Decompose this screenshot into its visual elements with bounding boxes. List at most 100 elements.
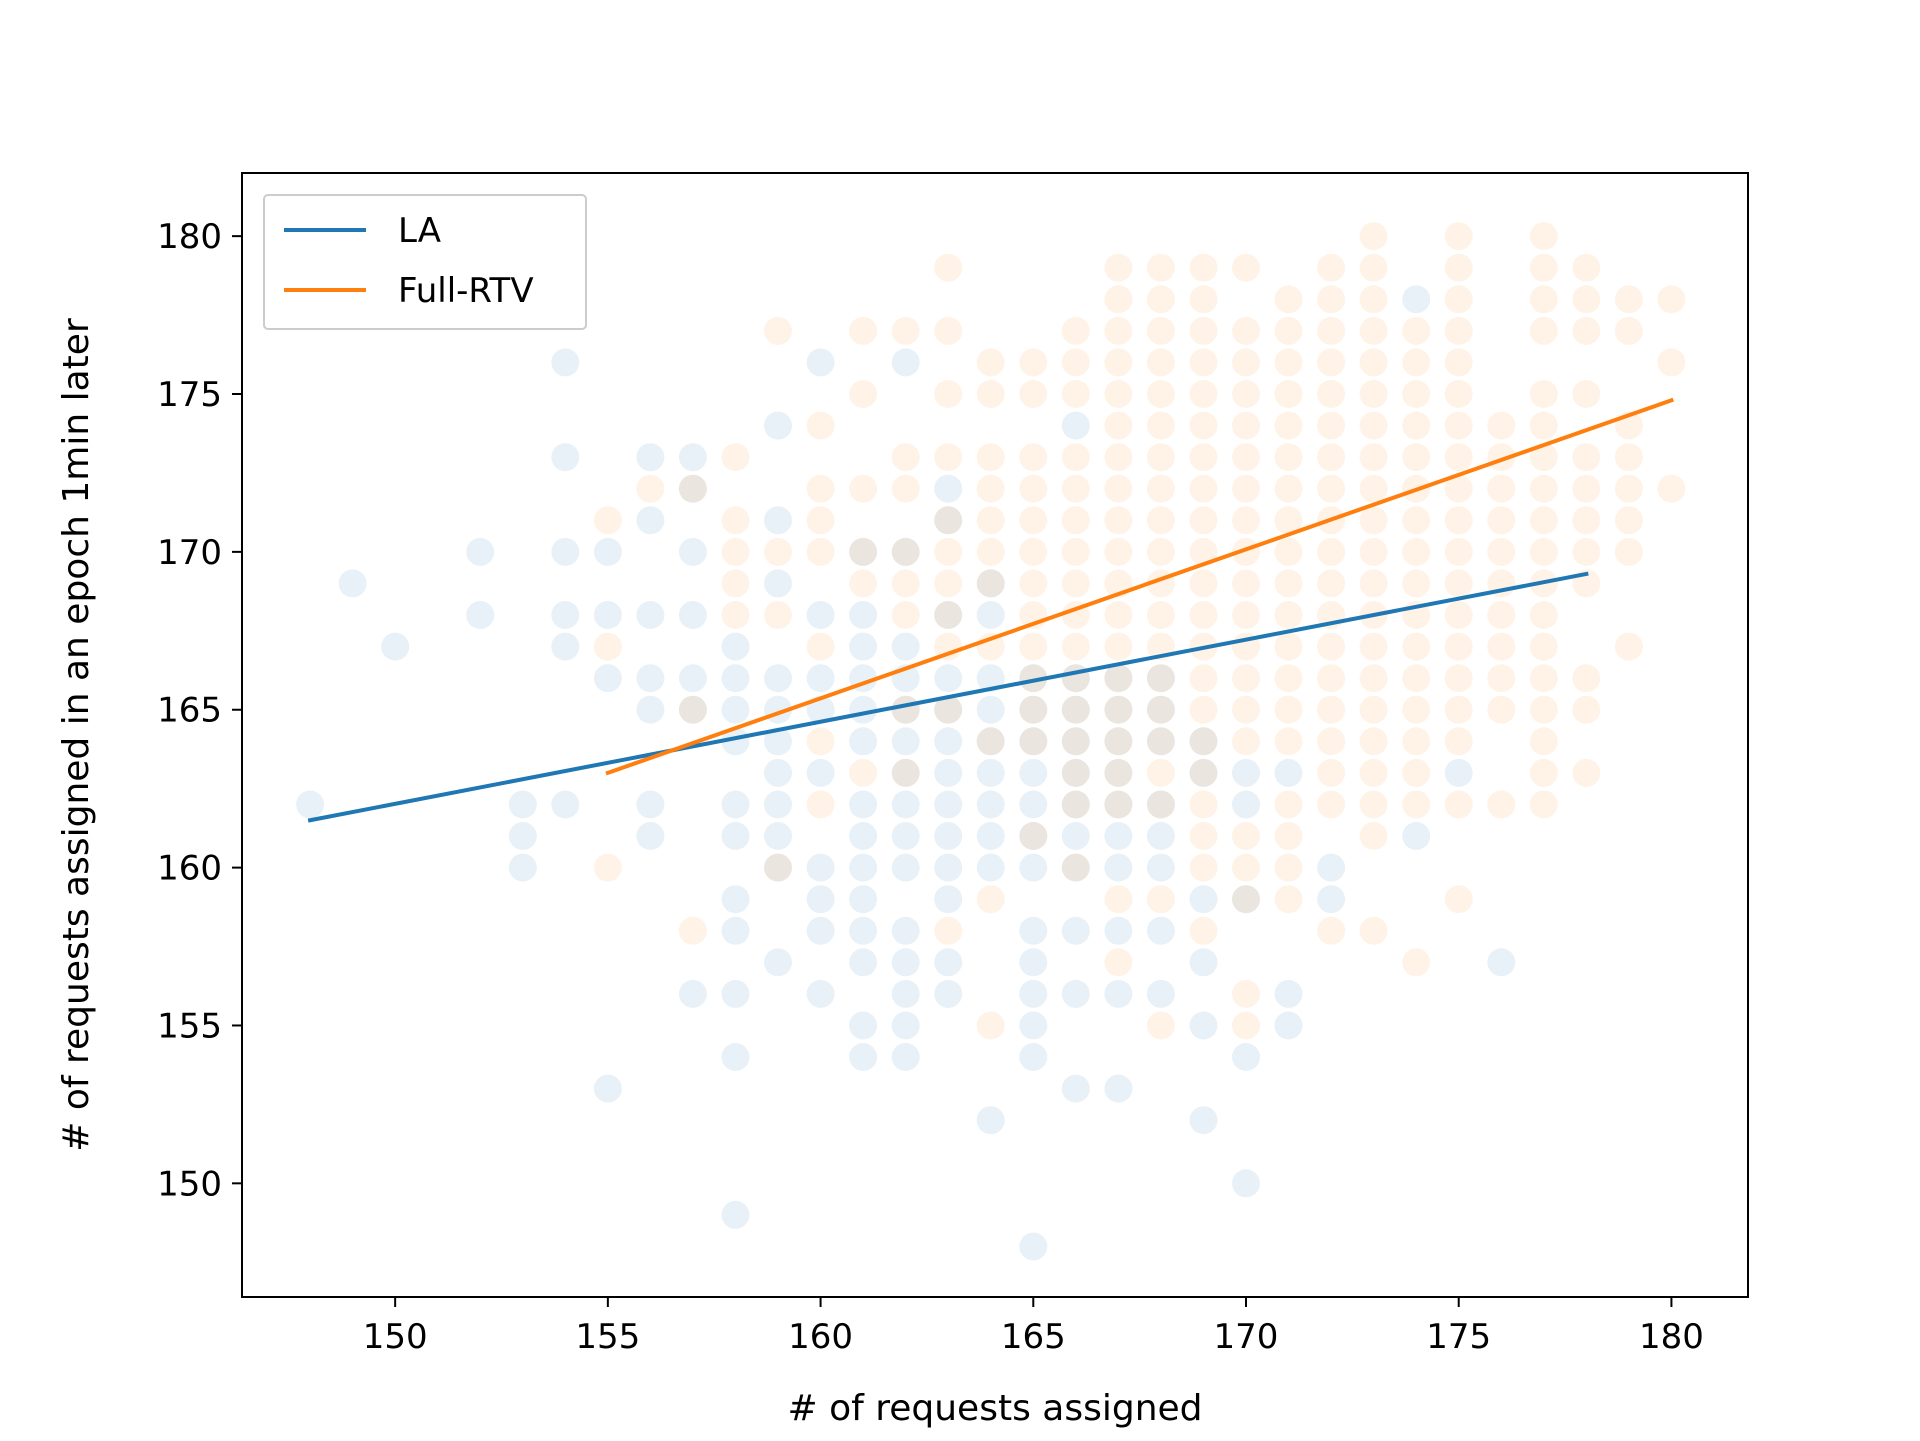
point-full-rtv (1529, 727, 1558, 756)
point-full-rtv (1146, 443, 1175, 472)
point-full-rtv (721, 601, 750, 629)
point-full-rtv (1061, 790, 1090, 819)
point-full-rtv (1061, 474, 1090, 503)
point-la (551, 443, 580, 472)
point-la (678, 474, 707, 503)
point-full-rtv (1189, 569, 1218, 598)
point-full-rtv (1061, 569, 1090, 598)
point-full-rtv (1232, 979, 1260, 1008)
point-full-rtv (1657, 285, 1686, 314)
point-full-rtv (1444, 506, 1473, 535)
point-full-rtv (1146, 285, 1175, 314)
point-full-rtv (934, 537, 963, 566)
point-full-rtv (1104, 948, 1133, 977)
point-full-rtv (1189, 316, 1218, 345)
point-la (934, 822, 963, 850)
point-full-rtv (1189, 380, 1218, 408)
point-full-rtv (1529, 632, 1558, 661)
point-full-rtv (849, 474, 878, 503)
point-la (1019, 1232, 1048, 1261)
point-full-rtv (1402, 632, 1431, 661)
point-full-rtv (1189, 790, 1218, 819)
point-full-rtv (1487, 632, 1516, 661)
point-full-rtv (849, 537, 878, 566)
point-la (1104, 727, 1133, 756)
point-la (976, 1106, 1005, 1135)
point-full-rtv (934, 380, 963, 408)
point-la (721, 916, 750, 945)
point-full-rtv (1444, 285, 1473, 314)
point-full-rtv (1529, 790, 1558, 819)
point-full-rtv (1317, 285, 1346, 314)
point-full-rtv (1402, 948, 1431, 977)
point-full-rtv (1529, 537, 1558, 566)
point-la (1402, 285, 1431, 314)
point-la (1274, 758, 1303, 787)
point-full-rtv (1402, 506, 1431, 535)
point-full-rtv (1614, 285, 1643, 314)
point-la (764, 948, 792, 977)
point-full-rtv (1529, 758, 1558, 787)
point-full-rtv (1274, 411, 1303, 440)
point-full-rtv (1274, 885, 1303, 914)
point-la (806, 664, 835, 693)
point-full-rtv (1061, 316, 1090, 345)
y-axis-label: # of requests assigned in an epoch 1min … (56, 318, 97, 1152)
point-la (891, 822, 920, 850)
point-full-rtv (1572, 537, 1601, 566)
point-full-rtv (1274, 822, 1303, 850)
point-la (891, 348, 920, 377)
point-full-rtv (849, 380, 878, 408)
point-full-rtv (1359, 790, 1388, 819)
point-full-rtv (1189, 916, 1218, 945)
point-la (636, 601, 665, 629)
point-full-rtv (976, 569, 1005, 598)
point-la (891, 916, 920, 945)
point-full-rtv (891, 601, 920, 629)
point-full-rtv (1444, 885, 1473, 914)
point-la (764, 853, 792, 882)
point-full-rtv (1402, 569, 1431, 598)
point-full-rtv (1104, 285, 1133, 314)
x-tick-label: 175 (1426, 1317, 1491, 1357)
point-full-rtv (1019, 537, 1048, 566)
point-full-rtv (678, 695, 707, 724)
point-full-rtv (1146, 411, 1175, 440)
point-full-rtv (1359, 758, 1388, 787)
point-full-rtv (1359, 569, 1388, 598)
point-la (1146, 916, 1175, 945)
point-full-rtv (1572, 443, 1601, 472)
point-full-rtv (891, 758, 920, 787)
point-full-rtv (1232, 443, 1260, 472)
point-full-rtv (1359, 822, 1388, 850)
point-full-rtv (1146, 664, 1175, 693)
point-full-rtv (934, 695, 963, 724)
point-full-rtv (1232, 506, 1260, 535)
point-full-rtv (1572, 664, 1601, 693)
point-la (1061, 695, 1090, 724)
point-la (934, 885, 963, 914)
point-full-rtv (1232, 727, 1260, 756)
point-full-rtv (1444, 316, 1473, 345)
point-full-rtv (1529, 380, 1558, 408)
point-full-rtv (721, 569, 750, 598)
point-full-rtv (1104, 727, 1133, 756)
point-full-rtv (1402, 316, 1431, 345)
point-full-rtv (1274, 348, 1303, 377)
point-full-rtv (1232, 601, 1260, 629)
plot-points (296, 222, 1686, 1261)
point-full-rtv (1146, 790, 1175, 819)
point-full-rtv (1189, 253, 1218, 282)
point-full-rtv (976, 727, 1005, 756)
point-full-rtv (1061, 695, 1090, 724)
x-axis-ticks: 150 155 160 165 170 175 180 (363, 1297, 1704, 1357)
point-la (1232, 790, 1260, 819)
point-la (849, 601, 878, 629)
point-la (1146, 979, 1175, 1008)
point-full-rtv (1529, 474, 1558, 503)
point-full-rtv (806, 790, 835, 819)
point-la (636, 506, 665, 535)
point-la (849, 853, 878, 882)
point-full-rtv (1232, 380, 1260, 408)
point-la (764, 411, 792, 440)
